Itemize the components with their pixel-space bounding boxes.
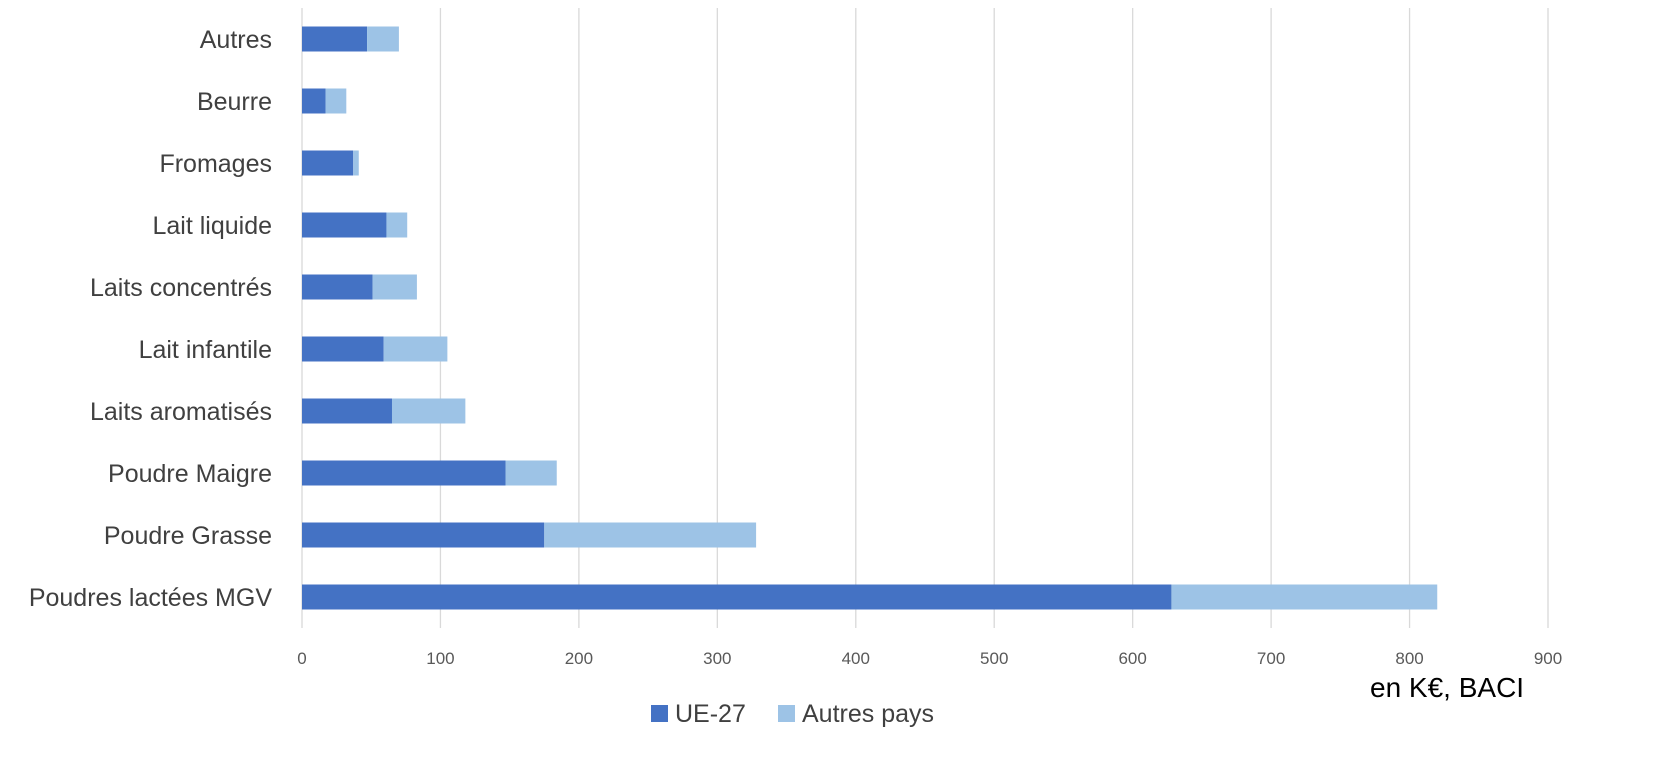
x-tick-label: 300 <box>703 649 731 668</box>
bar-segment-autres-pays <box>505 460 557 486</box>
bar-segment-ue27 <box>302 398 392 424</box>
x-tick-label: 800 <box>1395 649 1423 668</box>
bar-segment-ue27 <box>302 522 545 548</box>
bar-segment-autres-pays <box>544 522 757 548</box>
bar-segment-ue27 <box>302 584 1172 610</box>
category-label: Fromages <box>159 150 272 178</box>
x-tick-label: 200 <box>565 649 593 668</box>
bars <box>302 26 1438 610</box>
bar-segment-autres-pays <box>372 274 417 300</box>
bar-segment-ue27 <box>302 150 354 176</box>
bar-segment-autres-pays <box>1171 584 1438 610</box>
bar-segment-ue27 <box>302 460 506 486</box>
bar-segment-autres-pays <box>353 150 359 176</box>
source-annotation: en K€, BACI <box>1370 672 1525 703</box>
x-tick-label: 700 <box>1257 649 1285 668</box>
bar-segment-ue27 <box>302 336 384 362</box>
bar-segment-autres-pays <box>367 26 399 52</box>
legend-swatch <box>651 705 668 722</box>
x-tick-label: 500 <box>980 649 1008 668</box>
legend: UE-27 Autres pays <box>651 700 934 728</box>
bar-segment-ue27 <box>302 274 373 300</box>
bar-segment-ue27 <box>302 88 326 114</box>
category-label: Lait infantile <box>139 336 272 364</box>
category-label: Laits concentrés <box>90 274 272 302</box>
legend-swatch <box>778 705 795 722</box>
legend-label: Autres pays <box>802 700 934 728</box>
bar-segment-ue27 <box>302 212 387 238</box>
x-tick-label: 400 <box>842 649 870 668</box>
x-tick-label: 0 <box>297 649 306 668</box>
category-labels: Poudres lactées MGV Poudre Grasse Poudre M… <box>29 26 272 612</box>
legend-label: UE-27 <box>675 700 746 728</box>
bar-segment-autres-pays <box>325 88 347 114</box>
bar-segment-ue27 <box>302 26 368 52</box>
category-label: Poudre Maigre <box>108 460 272 488</box>
bar-segment-autres-pays <box>386 212 408 238</box>
gridlines <box>301 8 1549 628</box>
category-label: Beurre <box>197 88 272 116</box>
category-label: Poudre Grasse <box>104 522 272 550</box>
category-label: Laits aromatisés <box>90 398 272 426</box>
category-label: Autres <box>200 26 272 54</box>
category-label: Poudres lactées MGV <box>29 584 272 612</box>
x-tick-label: 900 <box>1534 649 1562 668</box>
category-label: Lait liquide <box>152 212 272 240</box>
bar-segment-autres-pays <box>383 336 448 362</box>
x-tick-labels: 0 100 200 300 400 500 600 700 800 900 <box>297 649 1562 668</box>
x-tick-label: 100 <box>426 649 454 668</box>
bar-segment-autres-pays <box>391 398 466 424</box>
x-tick-label: 600 <box>1118 649 1146 668</box>
